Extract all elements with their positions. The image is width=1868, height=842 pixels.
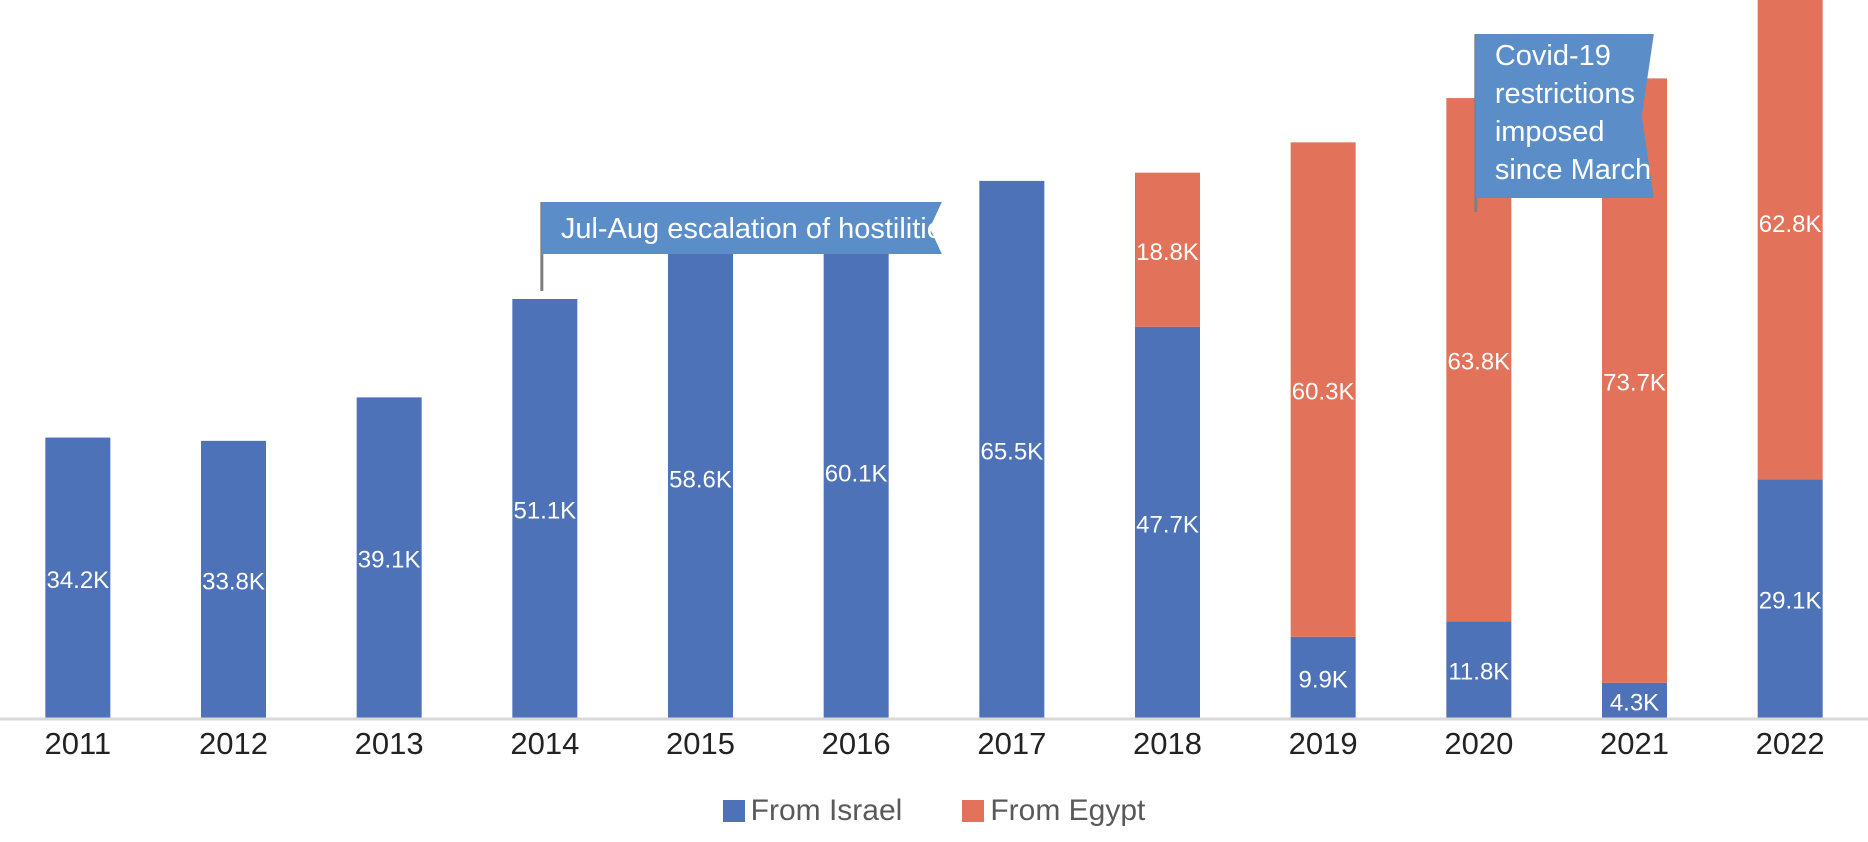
legend-label-egypt: From Egypt	[990, 794, 1146, 827]
bar-israel-2012	[201, 440, 266, 718]
x-tick-label-2019: 2019	[1289, 726, 1358, 761]
callout-text-2014-0: Jul-Aug escalation of hostilities	[561, 213, 958, 245]
bar-egypt-2019	[1290, 142, 1356, 637]
x-tick-label-2014: 2014	[510, 726, 579, 761]
data-label-israel-2014: 51.1K	[513, 497, 576, 524]
legend-item-egypt: From Egypt	[962, 794, 1145, 828]
bar-israel-2011	[45, 437, 111, 718]
bar-israel-2021	[1602, 682, 1667, 718]
bar-egypt-2018	[1135, 172, 1200, 327]
x-tick-label-2017: 2017	[977, 726, 1046, 761]
data-label-israel-2020: 11.8K	[1448, 659, 1509, 686]
callout-text-2020-2: imposed	[1495, 116, 1605, 148]
x-tick-label-2018: 2018	[1133, 726, 1202, 761]
data-label-israel-2021: 4.3K	[1610, 689, 1659, 716]
data-label-egypt-2020: 63.8K	[1447, 349, 1510, 376]
callout-text-2020-1: restrictions	[1495, 78, 1635, 110]
x-tick-label-2016: 2016	[822, 726, 891, 761]
bar-israel-2016	[823, 225, 889, 718]
data-label-israel-2019: 9.9K	[1298, 666, 1347, 693]
bar-israel-2014	[512, 298, 578, 718]
data-label-israel-2013: 39.1K	[358, 547, 421, 574]
x-tick-label-2012: 2012	[199, 726, 268, 761]
data-label-israel-2016: 60.1K	[825, 461, 888, 488]
callout-text-2020-3: since March	[1495, 154, 1651, 186]
callout-box-2020	[1475, 34, 1654, 198]
data-label-egypt-2022: 62.8K	[1759, 211, 1822, 238]
data-label-israel-2011: 34.2K	[46, 567, 109, 594]
bar-israel-2022	[1757, 479, 1823, 718]
x-tick-label-2022: 2022	[1756, 726, 1825, 761]
legend-item-israel: From Israel	[722, 794, 903, 828]
x-tick-label-2020: 2020	[1444, 726, 1513, 761]
callout-box-2014	[541, 202, 942, 254]
x-tick-label-2015: 2015	[666, 726, 735, 761]
data-label-israel-2018: 47.7K	[1136, 511, 1199, 538]
bar-israel-2013	[356, 397, 422, 718]
data-label-israel-2012: 33.8K	[202, 568, 265, 595]
x-tick-label-2013: 2013	[355, 726, 424, 761]
data-label-egypt-2019: 60.3K	[1292, 379, 1355, 406]
legend-label-israel: From Israel	[750, 794, 903, 827]
bar-egypt-2022	[1757, 0, 1823, 480]
data-label-israel-2022: 29.1K	[1759, 588, 1822, 615]
data-label-egypt-2018: 18.8K	[1136, 239, 1199, 266]
callout-text-2020-0: Covid-19	[1495, 40, 1611, 72]
legend-swatch-egypt	[962, 800, 985, 822]
bar-israel-2020	[1446, 621, 1512, 718]
chart-legend: From Israel From Egypt	[0, 794, 1868, 828]
x-tick-label-2021: 2021	[1600, 726, 1669, 761]
bar-israel-2018	[1135, 326, 1200, 718]
bar-israel-2019	[1290, 636, 1356, 718]
data-label-israel-2015: 58.6K	[669, 467, 732, 494]
data-label-israel-2017: 65.5K	[980, 438, 1043, 465]
legend-swatch-israel	[722, 800, 745, 822]
x-tick-label-2011: 2011	[44, 726, 111, 761]
bar-israel-2017	[979, 180, 1045, 718]
bar-israel-2015	[668, 237, 733, 719]
data-label-egypt-2021: 73.7K	[1603, 370, 1666, 397]
